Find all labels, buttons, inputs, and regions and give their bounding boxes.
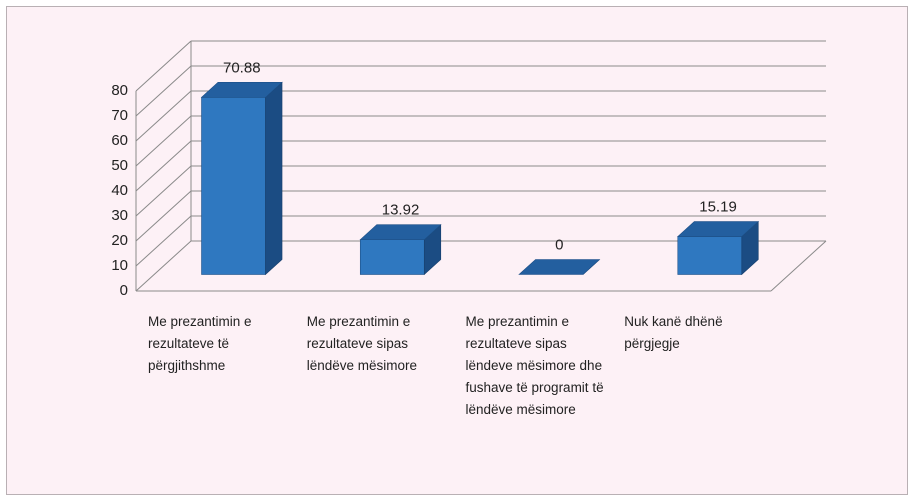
value-label: 70.88 [223, 59, 261, 76]
value-label: 15.19 [699, 198, 737, 215]
grid-line [135, 40, 192, 92]
y-tick-label: 0 [120, 282, 128, 299]
value-label: 13.92 [382, 202, 420, 219]
x-tick-label: Me prezantimin e rezultateve sipas lënde… [465, 314, 604, 417]
grid-line [135, 240, 192, 292]
chart-frame: 0 10 20 30 40 50 60 70 80 70.88 13.92 0 15.19 Me pre… [6, 6, 908, 495]
x-tick-label: Me prezantimin e rezultateve sipas lëndë… [306, 314, 418, 373]
y-tick-label: 80 [111, 82, 128, 99]
bar-top [518, 259, 601, 275]
grid-line [135, 90, 192, 142]
x-tick-label: Me prezantimin e rezultateve të përgjith… [148, 314, 252, 373]
y-tick-label: 60 [111, 132, 128, 149]
value-label: 0 [555, 236, 563, 253]
x-tick-label: Nuk kanë dhënë përgjegje [624, 314, 723, 351]
grid-line [135, 165, 192, 217]
floor-right [770, 240, 827, 292]
chart: 0 10 20 30 40 50 60 70 80 70.88 13.92 0 15.19 [111, 40, 827, 299]
y-tick-label: 30 [111, 207, 128, 224]
bar-front [201, 97, 266, 275]
y-tick-label: 10 [111, 257, 128, 274]
bar-side [265, 81, 283, 276]
grid-line [135, 190, 192, 242]
grid-line [135, 140, 192, 192]
y-tick-label: 50 [111, 157, 128, 174]
y-tick-label: 40 [111, 182, 128, 199]
bar-top [676, 221, 760, 237]
y-tick-label: 70 [111, 107, 128, 124]
bar-top [200, 82, 283, 98]
grid-line [135, 115, 192, 167]
bar-front [677, 236, 743, 275]
grid-line [135, 65, 192, 117]
bar-front [359, 239, 425, 275]
grid-line [135, 215, 192, 267]
bar-top [359, 224, 442, 240]
y-tick-label: 20 [111, 232, 128, 249]
